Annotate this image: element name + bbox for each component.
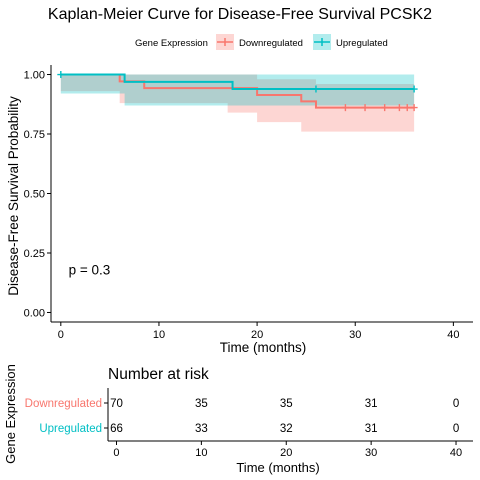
censor-mark-downregulated	[395, 104, 403, 112]
x-axis-label: Time (months)	[220, 340, 307, 355]
legend-title: Gene Expression	[135, 38, 208, 49]
risk-table-y-label: Gene Expression	[3, 364, 18, 464]
censor-mark-downregulated	[403, 104, 411, 112]
censor-mark-downregulated	[410, 104, 418, 112]
risk-cell-upregulated: 66	[110, 423, 123, 435]
risk-table-title: Number at risk	[108, 366, 209, 383]
y-tick-label: 1.00	[24, 70, 45, 82]
survival-plot: 0.00 0.25 0.50 0.75 1.00 0 10 20 30 40 p = 0.3	[24, 65, 473, 341]
censor-mark-upregulated	[57, 71, 65, 79]
x-tick-label: 10	[153, 329, 165, 341]
y-tick-label: 0.00	[24, 307, 45, 319]
risk-cell-downregulated: 70	[110, 398, 123, 410]
risk-cell-downregulated: 35	[195, 398, 208, 410]
risk-table: Downregulated 70 35 35 31 0 Upregulated 66 33 32 3…	[25, 388, 473, 459]
y-tick-label: 0.75	[24, 129, 45, 141]
censor-mark-upregulated	[410, 85, 418, 93]
x-tick-label: 0	[58, 329, 64, 341]
risk-x-tick-label: 0	[113, 447, 119, 459]
risk-cell-downregulated: 31	[365, 398, 378, 410]
risk-cell-upregulated: 32	[280, 423, 293, 435]
x-tick-label: 40	[447, 329, 459, 341]
censor-mark-upregulated	[312, 85, 320, 93]
censor-mark-downregulated	[361, 104, 369, 112]
risk-row-label-upregulated: Upregulated	[39, 423, 102, 435]
censor-mark-downregulated	[341, 104, 349, 112]
legend-label-upregulated: Upregulated	[336, 38, 388, 49]
risk-x-tick-label: 20	[280, 447, 292, 459]
censor-mark-downregulated	[381, 104, 389, 112]
risk-x-tick-label: 30	[365, 447, 377, 459]
risk-table-x-label: Time (months)	[236, 460, 319, 475]
x-tick-label: 20	[251, 329, 263, 341]
risk-x-tick-label: 40	[450, 447, 462, 459]
y-tick-label: 0.25	[24, 248, 45, 260]
y-axis-label: Disease-Free Survival Probability	[6, 96, 21, 296]
chart-title: Kaplan-Meier Curve for Disease-Free Surv…	[48, 6, 432, 23]
risk-cell-downregulated: 0	[453, 398, 459, 410]
legend-label-downregulated: Downregulated	[239, 38, 303, 49]
risk-cell-downregulated: 35	[280, 398, 293, 410]
x-tick-label: 30	[349, 329, 361, 341]
legend: Gene Expression Downregulated Upregulate…	[135, 34, 388, 50]
p-value-annotation: p = 0.3	[69, 263, 111, 278]
risk-cell-upregulated: 31	[365, 423, 378, 435]
risk-x-tick-label: 10	[195, 447, 207, 459]
risk-cell-upregulated: 33	[195, 423, 208, 435]
y-tick-label: 0.50	[24, 189, 45, 201]
risk-cell-upregulated: 0	[453, 423, 459, 435]
risk-row-label-downregulated: Downregulated	[25, 398, 102, 410]
